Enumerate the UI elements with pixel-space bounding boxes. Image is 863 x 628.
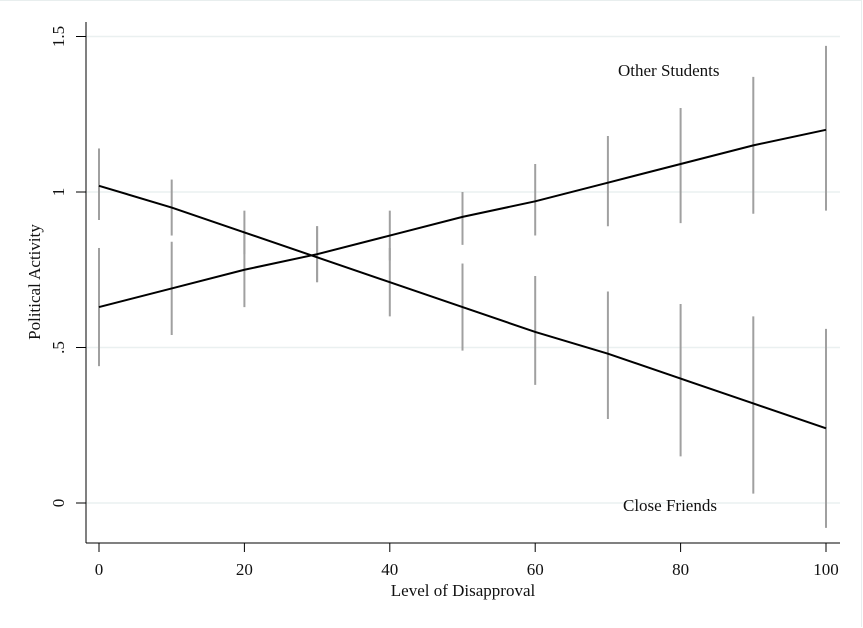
y-tick-label: 1 [49, 188, 68, 197]
y-axis-title: Political Activity [25, 224, 44, 340]
axes [76, 22, 840, 552]
series-label-other-students: Other Students [618, 61, 720, 80]
tick-labels: 0 .5 1 1.5 0 20 40 60 80 100 [49, 26, 839, 579]
x-tick-label: 40 [381, 560, 398, 579]
series-line-other-students [98, 128, 827, 309]
y-tick-label: 1.5 [49, 26, 68, 47]
x-tick-label: 20 [236, 560, 253, 579]
series-label-close-friends: Close Friends [623, 496, 717, 515]
confidence-intervals [98, 45, 827, 528]
series-line-close-friends [98, 184, 827, 430]
y-tick-label: .5 [49, 341, 68, 354]
x-tick-label: 100 [813, 560, 839, 579]
y-tick-label: 0 [49, 499, 68, 508]
x-tick-label: 0 [95, 560, 104, 579]
x-tick-label: 60 [527, 560, 544, 579]
series-lines [98, 128, 827, 430]
x-axis-title: Level of Disapproval [391, 581, 536, 600]
x-tick-label: 80 [672, 560, 689, 579]
